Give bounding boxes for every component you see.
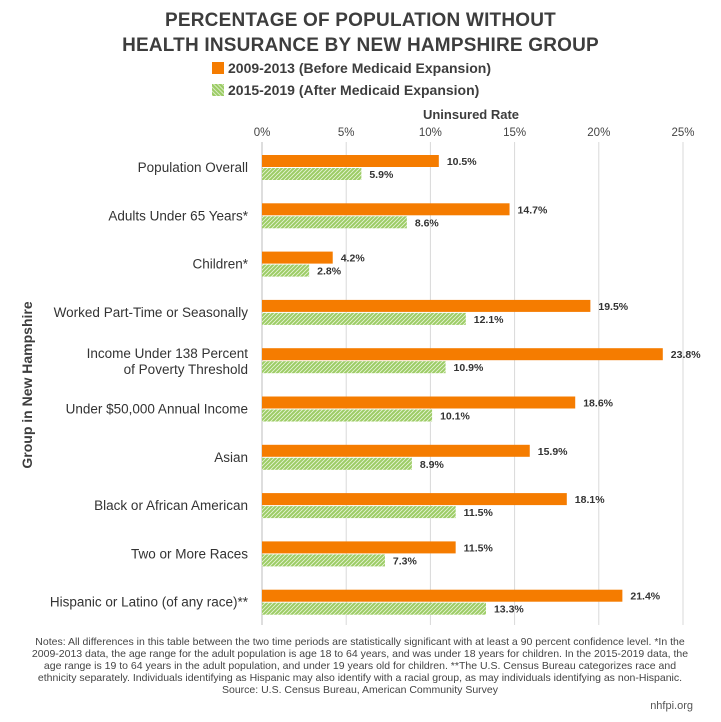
bar-2015-2019 bbox=[262, 457, 412, 470]
data-label-2009-2013: 4.2% bbox=[341, 253, 366, 265]
credit: nhfpi.org bbox=[650, 700, 693, 712]
category-label: Asian bbox=[214, 450, 248, 465]
bar-2015-2019 bbox=[262, 361, 446, 374]
category-label: Hispanic or Latino (of any race)** bbox=[50, 595, 249, 610]
bar-2009-2013 bbox=[262, 155, 439, 167]
x-tick-label: 20% bbox=[587, 127, 610, 139]
legend-label-2015-2019: 2015-2019 (After Medicaid Expansion) bbox=[228, 82, 480, 98]
legend-swatch-green bbox=[212, 84, 224, 96]
data-label-2015-2019: 7.3% bbox=[393, 555, 418, 567]
bar-2009-2013 bbox=[262, 493, 567, 506]
legend-item-2015-2019: 2015-2019 (After Medicaid Expansion) bbox=[212, 82, 479, 98]
legend-item-2009-2013: 2009-2013 (Before Medicaid Expansion) bbox=[212, 60, 491, 76]
bar-2015-2019 bbox=[262, 506, 456, 519]
bar-2015-2019 bbox=[262, 554, 385, 567]
x-tick-label: 25% bbox=[671, 127, 694, 139]
bar-2015-2019 bbox=[262, 312, 466, 325]
data-label-2009-2013: 19.5% bbox=[598, 301, 628, 313]
category-labels: Population Overall Adults Under 65 Years*… bbox=[50, 160, 249, 610]
bar-2015-2019 bbox=[262, 602, 486, 615]
data-label-2015-2019: 8.9% bbox=[420, 459, 445, 471]
category-label-line: Income Under 138 Percent bbox=[87, 346, 249, 361]
category-label: Worked Part-Time or Seasonally bbox=[54, 305, 249, 320]
notes-text: Notes: All differences in this table bet… bbox=[31, 636, 689, 684]
data-label-2015-2019: 10.9% bbox=[454, 362, 484, 374]
source-text: Source: U.S. Census Bureau, American Com… bbox=[221, 684, 499, 696]
bar-chart: Uninsured Rate Group in New Hampshire 0%… bbox=[19, 107, 701, 625]
bar-2015-2019 bbox=[262, 168, 362, 180]
data-label-2015-2019: 11.5% bbox=[464, 507, 494, 519]
category-label: Two or More Races bbox=[131, 546, 248, 561]
x-tick-label: 10% bbox=[419, 127, 442, 139]
bar-2015-2019 bbox=[262, 409, 433, 422]
data-label-2009-2013: 21.4% bbox=[630, 591, 660, 603]
legend-swatch-orange bbox=[212, 62, 224, 74]
data-label-2009-2013: 15.9% bbox=[538, 446, 568, 458]
bar-2009-2013 bbox=[262, 589, 623, 602]
category-label-line: of Poverty Threshold bbox=[124, 362, 248, 377]
x-tick-label: 15% bbox=[503, 127, 526, 139]
legend-label-2009-2013: 2009-2013 (Before Medicaid Expansion) bbox=[228, 60, 491, 76]
bar-2009-2013 bbox=[262, 203, 510, 216]
category-label: Children* bbox=[192, 257, 248, 272]
data-label-2015-2019: 10.1% bbox=[440, 411, 470, 423]
data-labels: 10.5% 14.7% 4.2% 19.5% 23.8% 18.6% 15.9% 18.1% 1… bbox=[317, 156, 701, 616]
data-label-2015-2019: 8.6% bbox=[415, 217, 440, 229]
data-label-2009-2013: 18.1% bbox=[575, 494, 605, 506]
bar-2009-2013 bbox=[262, 396, 576, 409]
data-label-2009-2013: 18.6% bbox=[583, 398, 613, 410]
category-label: Black or African American bbox=[94, 498, 248, 513]
chart-title-line2: HEALTH INSURANCE BY NEW HAMPSHIRE GROUP bbox=[122, 35, 599, 56]
bar-2015-2019 bbox=[262, 216, 407, 229]
category-label: Adults Under 65 Years* bbox=[108, 208, 248, 223]
data-label-2009-2013: 23.8% bbox=[671, 349, 701, 361]
chart-title-line1: PERCENTAGE OF POPULATION WITHOUT bbox=[165, 10, 556, 31]
category-label: Under $50,000 Annual Income bbox=[66, 402, 248, 417]
data-label-2009-2013: 14.7% bbox=[518, 204, 548, 216]
data-label-2009-2013: 10.5% bbox=[447, 156, 477, 168]
x-axis-title: Uninsured Rate bbox=[423, 107, 519, 122]
category-label: Population Overall bbox=[138, 160, 248, 175]
category-label: Income Under 138 Percent of Poverty Thres… bbox=[87, 346, 249, 377]
bar-2009-2013 bbox=[262, 541, 456, 554]
y-axis-title: Group in New Hampshire bbox=[19, 301, 35, 468]
bar-2015-2019 bbox=[262, 264, 310, 277]
x-axis-ticks: 0% 5% 10% 15% 20% 25% bbox=[254, 127, 695, 139]
data-label-2009-2013: 11.5% bbox=[464, 542, 494, 554]
data-label-2015-2019: 12.1% bbox=[474, 314, 504, 326]
bars bbox=[262, 155, 663, 615]
x-tick-label: 5% bbox=[338, 127, 355, 139]
x-tick-label: 0% bbox=[254, 127, 271, 139]
data-label-2015-2019: 5.9% bbox=[369, 169, 394, 181]
data-label-2015-2019: 13.3% bbox=[494, 604, 524, 616]
data-label-2015-2019: 2.8% bbox=[317, 266, 342, 278]
bar-2009-2013 bbox=[262, 348, 663, 361]
bar-2009-2013 bbox=[262, 251, 333, 264]
bar-2009-2013 bbox=[262, 444, 530, 457]
footnotes: Notes: All differences in this table bet… bbox=[30, 636, 690, 696]
chart-title: PERCENTAGE OF POPULATION WITHOUT HEALTH … bbox=[0, 8, 721, 58]
bar-2009-2013 bbox=[262, 299, 591, 312]
